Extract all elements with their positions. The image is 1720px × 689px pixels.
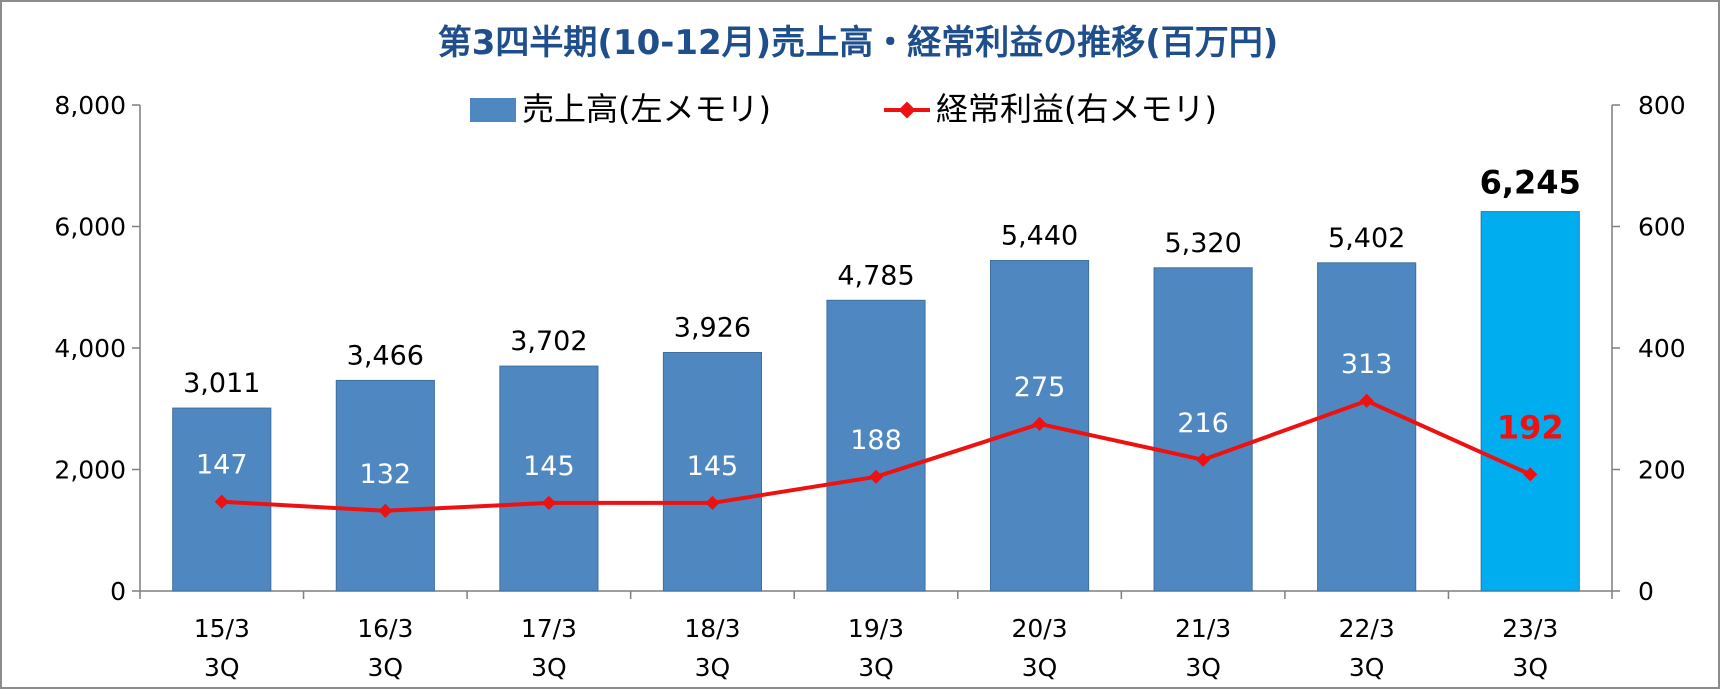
x-tick-label: 15/3: [194, 614, 250, 643]
legend-bar-swatch: [470, 98, 516, 122]
y-right-tick-label: 800: [1638, 91, 1686, 120]
profit-point-label: 132: [360, 459, 412, 490]
sales-bar: [499, 365, 599, 592]
profit-point-label: 216: [1177, 408, 1229, 439]
y-left-tick-label: 6,000: [54, 213, 126, 242]
y-left-tick-label: 8,000: [54, 91, 126, 120]
x-tick-label: 17/3: [521, 614, 577, 643]
sales-bar-label: 3,926: [674, 312, 751, 343]
profit-line: [214, 393, 1538, 518]
x-tick-sublabel: 3Q: [1512, 653, 1548, 682]
legend: 売上高(左メモリ) 経常利益(右メモリ): [470, 90, 1217, 128]
sales-bar-label: 5,320: [1164, 228, 1241, 259]
profit-point: [1032, 416, 1047, 432]
x-tick-sublabel: 3Q: [695, 653, 731, 682]
profit-point: [378, 503, 393, 518]
profit-point-label: 188: [850, 425, 902, 456]
bar-labels: 3,011 3,466 3,702 3,926 4,785 5,440 5,320 5,402…: [183, 164, 1581, 399]
bars: [172, 211, 1580, 592]
legend-bar-label: 売上高(左メモリ): [522, 90, 771, 128]
profit-point: [1523, 467, 1538, 482]
x-tick-sublabel: 3Q: [368, 653, 404, 682]
sales-bar: [1480, 211, 1580, 592]
sales-bar-label: 5,402: [1328, 223, 1405, 254]
profit-point: [705, 495, 720, 510]
y-left-tick-label: 2,000: [54, 456, 126, 485]
x-tick-label: 16/3: [357, 614, 413, 643]
x-tick-label: 23/3: [1502, 614, 1558, 643]
profit-point: [1196, 452, 1211, 467]
sales-bar-label: 4,785: [837, 260, 914, 291]
y-right-tick-label: 400: [1638, 334, 1686, 363]
y-right-tick-label: 200: [1638, 456, 1686, 485]
y-left-tick-label: 0: [110, 577, 126, 606]
axes: 0 2,000 4,000 6,000 8,000 0 200 400 600 800 15/3 3Q…: [54, 91, 1685, 682]
profit-point: [541, 495, 556, 510]
x-tick-label: 20/3: [1011, 614, 1067, 643]
profit-point: [1359, 393, 1374, 408]
y-right-tick-label: 0: [1638, 577, 1654, 606]
profit-point-label: 145: [687, 451, 739, 482]
x-tick-label: 22/3: [1339, 614, 1395, 643]
sales-bar: [826, 299, 926, 592]
x-tick-label: 21/3: [1175, 614, 1231, 643]
x-tick-sublabel: 3Q: [1185, 653, 1221, 682]
x-tick-sublabel: 3Q: [858, 653, 894, 682]
sales-bar: [335, 379, 435, 592]
sales-bar-label: 6,245: [1480, 164, 1581, 202]
y-left-tick-label: 4,000: [54, 334, 126, 363]
x-tick-sublabel: 3Q: [531, 653, 567, 682]
legend-line-marker: [898, 101, 916, 119]
sales-bar-label: 3,466: [347, 340, 424, 371]
x-tick-sublabel: 3Q: [1022, 653, 1058, 682]
x-tick-label: 19/3: [848, 614, 904, 643]
line-labels: 147 132 145 145 188 275 216 313 192: [196, 349, 1564, 490]
y-right-tick-label: 600: [1638, 213, 1686, 242]
sales-bar: [1317, 262, 1417, 592]
profit-point: [214, 494, 229, 509]
legend-line-label: 経常利益(右メモリ): [936, 90, 1217, 128]
x-tick-label: 18/3: [684, 614, 740, 643]
profit-point-label: 147: [196, 450, 248, 481]
profit-point-label: 145: [523, 451, 575, 482]
x-tick-sublabel: 3Q: [1349, 653, 1385, 682]
profit-point-label: 192: [1497, 408, 1564, 446]
profit-point-label: 275: [1014, 372, 1066, 403]
sales-bar-label: 5,440: [1001, 221, 1078, 252]
profit-point-label: 313: [1341, 349, 1393, 380]
sales-bar: [1153, 267, 1253, 592]
x-tick-sublabel: 3Q: [204, 653, 240, 682]
profit-point: [868, 469, 884, 484]
sales-bar: [662, 351, 763, 592]
sales-bar-label: 3,702: [510, 326, 587, 357]
sales-bar-label: 3,011: [183, 368, 260, 399]
chart-title: 第3四半期(10-12月)売上高・経常利益の推移(百万円): [438, 23, 1279, 63]
